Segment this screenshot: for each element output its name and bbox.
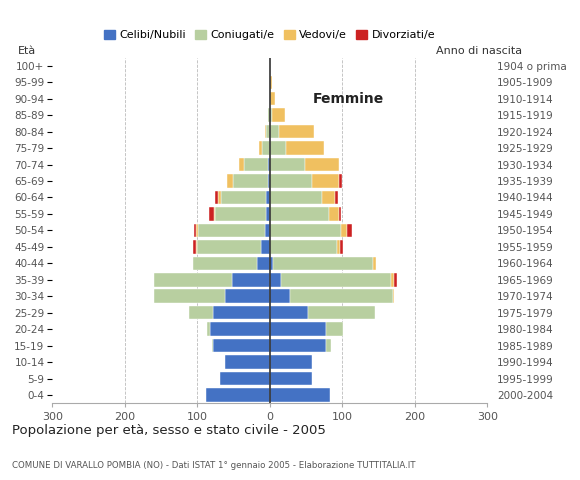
Bar (273, 257, 372, 270)
Bar (225, 289, 270, 303)
Bar (326, 339, 331, 352)
Bar (198, 224, 264, 237)
Bar (272, 108, 285, 122)
Bar (270, 323, 326, 336)
Bar (270, 289, 290, 303)
Bar (227, 174, 233, 188)
Bar (339, 207, 342, 221)
Bar (372, 257, 376, 270)
Bar (268, 108, 270, 122)
Bar (261, 240, 270, 253)
Bar (215, 207, 266, 221)
Bar (270, 125, 279, 138)
Bar (193, 240, 196, 253)
Bar (394, 273, 397, 287)
Bar (232, 273, 270, 287)
Bar (209, 207, 214, 221)
Bar (329, 207, 339, 221)
Bar (270, 339, 326, 352)
Bar (264, 125, 266, 138)
Bar (212, 339, 213, 352)
Bar (266, 125, 270, 138)
Bar (225, 355, 270, 369)
Bar (270, 158, 304, 171)
Bar (196, 240, 197, 253)
Bar (290, 289, 393, 303)
Bar (270, 224, 341, 237)
Bar (304, 158, 339, 171)
Bar (215, 191, 218, 204)
Bar (213, 339, 270, 352)
Bar (238, 158, 244, 171)
Text: Popolazione per età, sesso e stato civile - 2005: Popolazione per età, sesso e stato civil… (12, 424, 325, 437)
Bar (270, 142, 287, 155)
Bar (214, 207, 215, 221)
Bar (341, 224, 347, 237)
Bar (244, 158, 268, 171)
Bar (206, 323, 210, 336)
Bar (339, 174, 342, 188)
Bar (337, 240, 340, 253)
Bar (206, 388, 270, 402)
Bar (154, 289, 225, 303)
Bar (210, 323, 270, 336)
Legend: Celibi/Nubili, Coniugati/e, Vedovi/e, Divorziati/e: Celibi/Nubili, Coniugati/e, Vedovi/e, Di… (100, 25, 440, 45)
Bar (270, 355, 312, 369)
Bar (233, 174, 267, 188)
Text: COMUNE DI VARALLO POMBIA (NO) - Dati ISTAT 1° gennaio 2005 - Elaborazione TUTTIT: COMUNE DI VARALLO POMBIA (NO) - Dati IST… (12, 461, 415, 470)
Bar (267, 174, 270, 188)
Text: Anno di nascita: Anno di nascita (436, 46, 522, 56)
Bar (264, 224, 270, 237)
Bar (391, 273, 394, 287)
Bar (259, 142, 262, 155)
Bar (270, 75, 272, 89)
Bar (189, 306, 213, 319)
Bar (270, 191, 322, 204)
Bar (194, 224, 197, 237)
Bar (270, 257, 273, 270)
Bar (266, 191, 270, 204)
Bar (287, 142, 324, 155)
Bar (221, 191, 266, 204)
Bar (154, 273, 232, 287)
Bar (193, 257, 256, 270)
Bar (335, 191, 338, 204)
Bar (270, 388, 330, 402)
Bar (270, 306, 308, 319)
Bar (326, 323, 343, 336)
Bar (393, 289, 394, 303)
Bar (256, 257, 270, 270)
Bar (197, 240, 261, 253)
Bar (270, 174, 312, 188)
Bar (268, 158, 270, 171)
Bar (266, 207, 270, 221)
Bar (197, 224, 198, 237)
Bar (270, 240, 337, 253)
Bar (220, 372, 270, 385)
Bar (213, 306, 270, 319)
Text: Femmine: Femmine (313, 92, 385, 106)
Bar (308, 306, 375, 319)
Bar (347, 224, 351, 237)
Bar (312, 174, 339, 188)
Bar (281, 273, 391, 287)
Bar (340, 240, 343, 253)
Bar (262, 142, 270, 155)
Text: Età: Età (17, 46, 35, 56)
Bar (270, 273, 281, 287)
Bar (279, 125, 314, 138)
Bar (270, 92, 275, 106)
Bar (218, 191, 221, 204)
Bar (270, 372, 312, 385)
Bar (270, 207, 329, 221)
Bar (322, 191, 335, 204)
Bar (270, 108, 272, 122)
